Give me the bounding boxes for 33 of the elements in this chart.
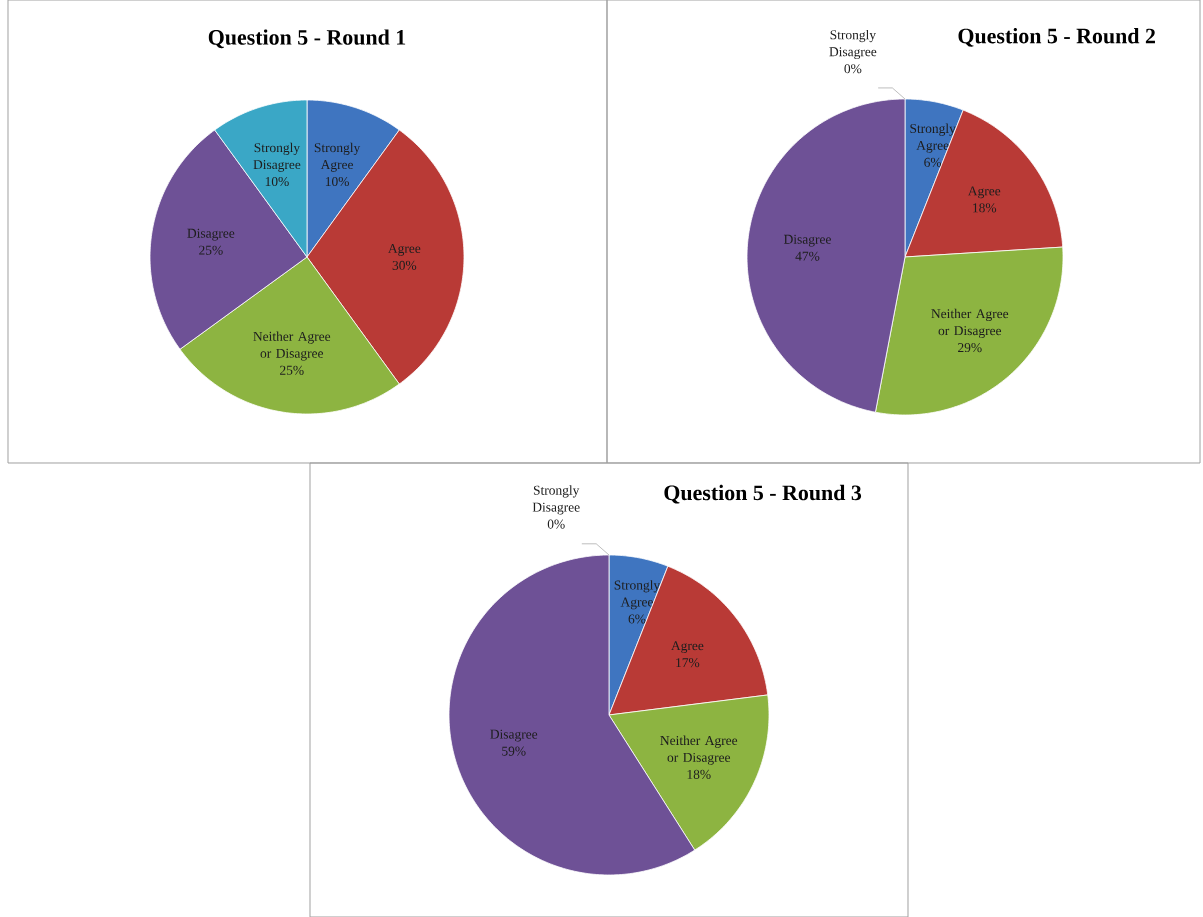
slice-label: Disagree	[490, 729, 538, 742]
category-label: Strongly Disagree	[532, 485, 580, 515]
data-label: 10%	[265, 176, 289, 187]
data-label: 6%	[924, 157, 942, 167]
chart-title: Question 5 - Round 3	[664, 484, 862, 504]
data-label: 6%	[628, 614, 646, 624]
data-label: 25%	[199, 245, 223, 255]
category-label: Strongly Disagree	[829, 29, 877, 60]
data-label: 10%	[325, 176, 349, 187]
data-label: 30%	[392, 260, 417, 270]
slice-label: Agree	[967, 186, 1001, 199]
text: 0%	[844, 64, 862, 74]
slice-label: Neither Agree or Disagree	[660, 735, 738, 765]
data-label: 17%	[676, 658, 700, 668]
data-label: 18%	[973, 203, 997, 213]
chart-title: Question 5 - Round 1	[208, 29, 406, 49]
slice-label: Disagree	[783, 234, 831, 247]
chart-title: Question 5 - Round 2	[958, 27, 1155, 47]
data-label: 59%	[502, 746, 526, 756]
data-label: 29%	[958, 343, 982, 353]
data-label: 47%	[795, 251, 820, 261]
slice-label: Disagree	[187, 228, 235, 241]
slice-label: Neither Agree or Disagree	[253, 331, 331, 361]
data-label: 25%	[280, 365, 304, 375]
slice-label: Strongly Disagree	[253, 142, 301, 172]
slice-label: Agree	[671, 641, 704, 653]
slice-label: Strongly Agree	[910, 123, 956, 153]
slice-label: Strongly Agree	[614, 580, 661, 610]
text: 0%	[547, 519, 565, 529]
slice-label: Strongly Agree	[314, 142, 361, 172]
slice-label: Agree	[388, 244, 421, 256]
slice-label: Neither Agree or Disagree	[931, 308, 1009, 338]
data-label: 18%	[687, 769, 711, 779]
